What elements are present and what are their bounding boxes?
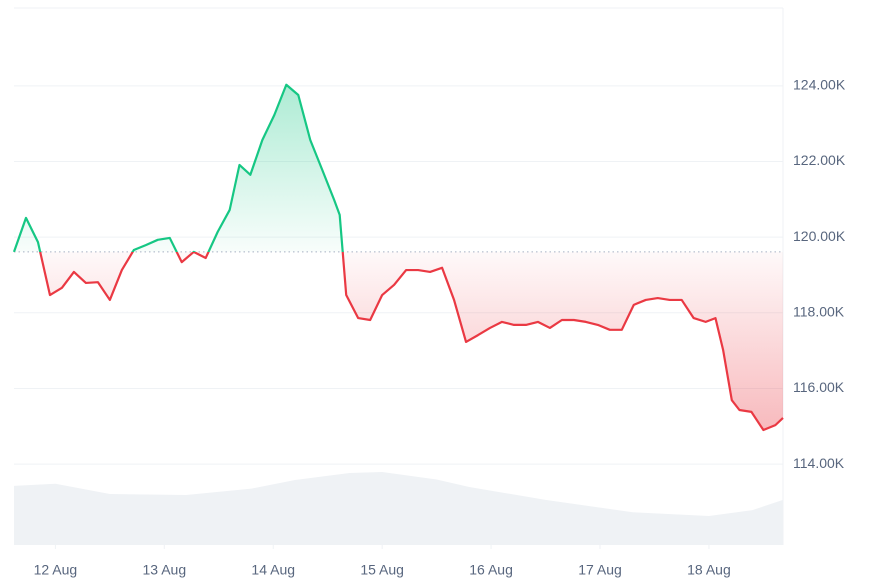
x-tick-label: 12 Aug — [34, 562, 78, 578]
y-tick-label: 120.00K — [793, 228, 846, 244]
x-tick-label: 13 Aug — [143, 562, 187, 578]
price-area — [14, 84, 783, 431]
price-line — [12, 83, 784, 432]
y-tick-label: 118.00K — [793, 304, 845, 320]
x-tick-label: 15 Aug — [360, 562, 404, 578]
x-tick-label: 14 Aug — [251, 562, 295, 578]
x-tick-label: 17 Aug — [578, 562, 622, 578]
x-tick-label: 16 Aug — [469, 562, 513, 578]
volume-area — [14, 471, 783, 545]
x-tick-label: 18 Aug — [687, 562, 731, 578]
y-tick-label: 122.00K — [793, 152, 846, 168]
y-tick-label: 116.00K — [793, 379, 845, 395]
y-tick-label: 124.00K — [793, 77, 846, 93]
y-tick-label: 114.00K — [793, 455, 845, 471]
